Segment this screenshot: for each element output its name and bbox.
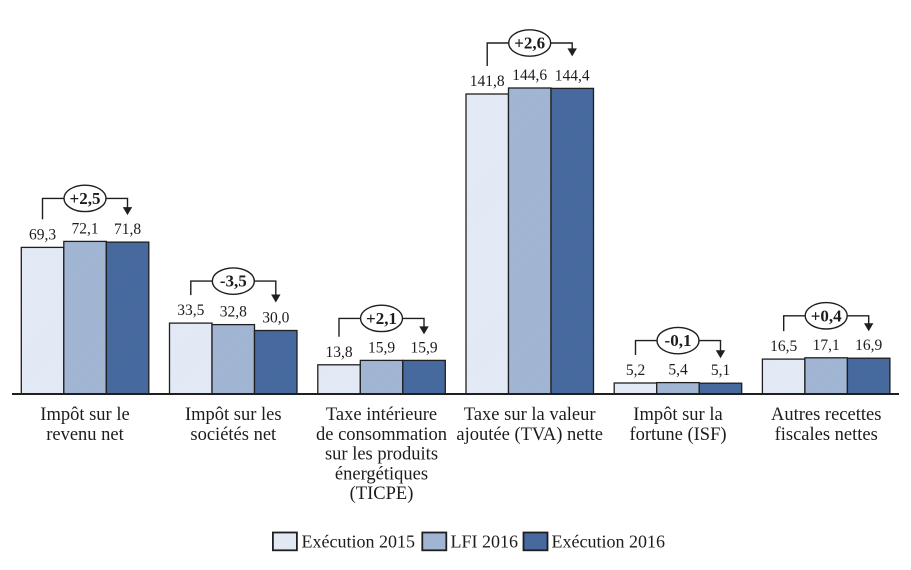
svg-text:Exécution 2016: Exécution 2016: [552, 531, 665, 551]
svg-text:-3,5: -3,5: [220, 272, 247, 291]
svg-text:141,8: 141,8: [470, 73, 505, 90]
svg-text:Exécution 2015: Exécution 2015: [302, 531, 415, 551]
svg-text:+2,6: +2,6: [514, 34, 545, 53]
svg-text:sociétés net: sociétés net: [190, 425, 277, 445]
svg-text:Impôt sur la: Impôt sur la: [633, 405, 722, 425]
svg-text:33,5: 33,5: [177, 302, 204, 319]
svg-text:sur les produits: sur les produits: [325, 445, 438, 465]
svg-text:32,8: 32,8: [220, 304, 247, 321]
svg-text:LFI 2016: LFI 2016: [451, 531, 519, 551]
svg-text:+0,4: +0,4: [811, 306, 842, 325]
svg-text:16,9: 16,9: [855, 337, 882, 354]
svg-text:de consommation: de consommation: [316, 425, 447, 445]
svg-text:15,9: 15,9: [410, 339, 437, 356]
svg-text:72,1: 72,1: [71, 220, 98, 237]
svg-text:Taxe intérieure: Taxe intérieure: [326, 405, 437, 425]
svg-text:13,8: 13,8: [325, 344, 352, 361]
svg-text:-0,1: -0,1: [665, 331, 692, 350]
svg-text:ajoutée (TVA) nette: ajoutée (TVA) nette: [456, 425, 603, 445]
svg-text:Impôt sur les: Impôt sur les: [185, 405, 282, 425]
svg-text:5,2: 5,2: [626, 362, 645, 379]
svg-text:+2,5: +2,5: [70, 189, 101, 208]
svg-text:144,4: 144,4: [555, 67, 590, 84]
svg-text:17,1: 17,1: [813, 337, 840, 354]
svg-text:69,3: 69,3: [29, 226, 56, 243]
svg-text:16,5: 16,5: [770, 338, 797, 355]
svg-text:30,0: 30,0: [262, 310, 289, 327]
svg-text:5,4: 5,4: [668, 362, 688, 379]
svg-text:144,6: 144,6: [512, 67, 547, 84]
svg-text:revenu net: revenu net: [46, 425, 124, 445]
svg-text:Impôt sur le: Impôt sur le: [40, 405, 129, 425]
svg-text:énergétiques: énergétiques: [335, 464, 428, 484]
svg-text:fortune (ISF): fortune (ISF): [629, 425, 726, 445]
svg-text:Taxe sur la valeur: Taxe sur la valeur: [464, 405, 596, 425]
svg-text:(TICPE): (TICPE): [350, 484, 414, 504]
svg-text:15,9: 15,9: [368, 339, 395, 356]
svg-text:71,8: 71,8: [114, 221, 141, 238]
svg-text:fiscales nettes: fiscales nettes: [775, 425, 878, 445]
svg-text:+2,1: +2,1: [366, 309, 397, 328]
svg-text:Autres recettes: Autres recettes: [771, 405, 881, 425]
svg-text:5,1: 5,1: [711, 362, 730, 379]
